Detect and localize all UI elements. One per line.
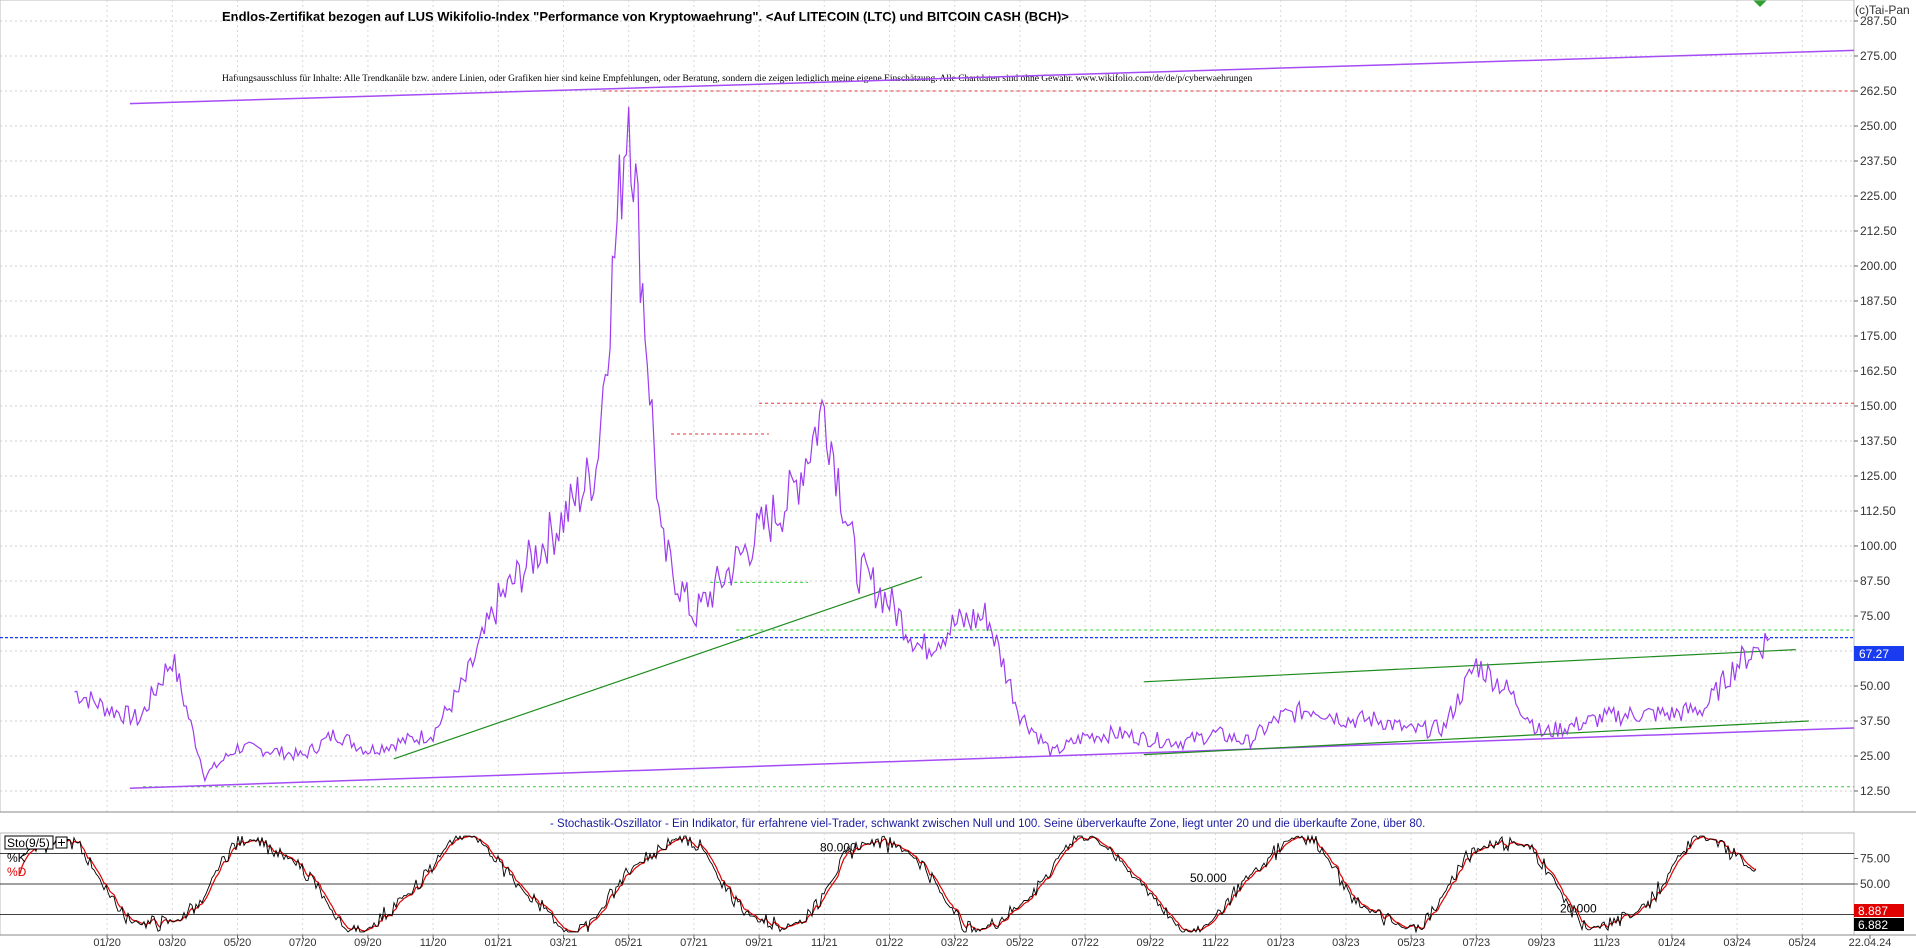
trend-lines — [0, 49, 1855, 789]
legend-d-label: %D — [7, 865, 27, 879]
x-tick-label: 01/22 — [876, 937, 904, 948]
x-tick-label: 11/22 — [1202, 937, 1229, 948]
stochastic-series — [19, 834, 1757, 934]
price-y-tick-label: 287.50 — [1860, 14, 1897, 28]
price-y-axis: 287.50 275.00 262.50 250.00 237.50 225.00 212.… — [1854, 14, 1897, 798]
price-y-tick-label: 37.50 — [1860, 714, 1890, 728]
x-tick-label: 22.04.24 — [1849, 937, 1892, 948]
x-tick-label: 03/21 — [550, 937, 578, 948]
stoch-level-label: 80.000 — [820, 840, 857, 854]
price-y-tick-label: 87.50 — [1860, 574, 1890, 588]
x-tick-label: 05/20 — [224, 937, 252, 948]
x-tick-label: 01/23 — [1267, 937, 1295, 948]
price-y-tick-label: 12.50 — [1860, 784, 1890, 798]
price-y-tick-label: 125.00 — [1860, 469, 1897, 483]
x-tick-label: 03/24 — [1723, 937, 1751, 948]
price-y-tick-label: 262.50 — [1860, 84, 1897, 98]
uptrend-line — [393, 576, 923, 760]
price-grid — [0, 0, 1854, 812]
stoch-level-label: 50.000 — [1190, 871, 1227, 885]
x-tick-label: 09/23 — [1528, 937, 1556, 948]
last-k-box — [1854, 918, 1904, 931]
marker-icon — [1753, 0, 1767, 7]
price-y-tick-label: 225.00 — [1860, 189, 1897, 203]
disclaimer-text: Haftungsausschluss für Inhalte: Alle Tre… — [222, 73, 1253, 84]
upper-channel-line — [129, 49, 1855, 105]
x-tick-label: 03/22 — [941, 937, 969, 948]
legend-box-label: Sto(9/5) — [7, 836, 50, 850]
lower-channel-line — [129, 727, 1855, 789]
x-tick-label: 05/21 — [615, 937, 643, 948]
x-tick-label: 01/20 — [93, 937, 121, 948]
legend-box — [4, 835, 54, 850]
last-price-value: 67.27 — [1859, 647, 1889, 661]
x-axis: 01/20 03/20 05/20 07/20 09/20 11/20 01/21 03/21… — [93, 935, 1891, 948]
copyright-label: (c)Tai-Pan — [1855, 3, 1910, 17]
channel-bottom-line — [1143, 720, 1809, 756]
x-tick-label: 05/23 — [1397, 937, 1425, 948]
x-tick-label: 09/20 — [354, 937, 382, 948]
x-tick-label: 09/21 — [745, 937, 773, 948]
stoch-y-tick-label: 50.00 — [1860, 877, 1890, 891]
x-tick-label: 07/20 — [289, 937, 317, 948]
channel-top-line — [1143, 649, 1796, 683]
price-y-tick-label: 275.00 — [1860, 49, 1897, 63]
x-tick-label: 11/21 — [811, 937, 838, 948]
price-y-tick-label: 150.00 — [1860, 399, 1897, 413]
price-y-tick-label: 75.00 — [1860, 609, 1890, 623]
price-y-tick-label: 162.50 — [1860, 364, 1897, 378]
price-series — [74, 106, 1771, 783]
stochastic-legend: Sto(9/5) %K %D — [4, 835, 68, 879]
x-tick-label: 07/22 — [1071, 937, 1099, 948]
chart-title: Endlos-Zertifikat bezogen auf LUS Wikifo… — [222, 9, 1069, 24]
x-tick-label: 09/22 — [1137, 937, 1165, 948]
price-y-tick-label: 25.00 — [1860, 749, 1890, 763]
price-y-tick-label: 237.50 — [1860, 154, 1897, 168]
price-y-tick-label: 50.00 — [1860, 679, 1890, 693]
last-price-label: 67.27 — [1854, 646, 1904, 661]
price-y-tick-label: 200.00 — [1860, 259, 1897, 273]
stochastic-caption: - Stochastik-Oszillator - Ein Indikator,… — [550, 818, 1425, 830]
x-tick-label: 05/22 — [1006, 937, 1034, 948]
price-y-tick-label: 175.00 — [1860, 329, 1897, 343]
last-price-box — [1854, 646, 1904, 661]
x-tick-label: 11/20 — [420, 937, 447, 948]
x-tick-label: 07/23 — [1463, 937, 1491, 948]
x-tick-label: 05/24 — [1789, 937, 1817, 948]
legend-k-label: %K — [7, 851, 26, 865]
price-line — [74, 106, 1771, 783]
stoch-k-line — [19, 834, 1757, 934]
x-tick-label: 01/21 — [485, 937, 513, 948]
x-tick-label: 01/24 — [1658, 937, 1686, 948]
stochastic-last-values: 8.887 6.882 — [1854, 904, 1904, 932]
price-y-tick-label: 212.50 — [1860, 224, 1897, 238]
last-k-value: 6.882 — [1858, 918, 1888, 932]
last-d-value: 8.887 — [1858, 904, 1888, 918]
stoch-y-tick-label: 75.00 — [1860, 852, 1890, 866]
price-y-tick-label: 137.50 — [1860, 434, 1897, 448]
price-y-tick-label: 187.50 — [1860, 294, 1897, 308]
x-tick-label: 03/20 — [159, 937, 187, 948]
x-tick-label: 11/23 — [1593, 937, 1620, 948]
price-y-tick-label: 112.50 — [1860, 504, 1896, 518]
x-tick-label: 03/23 — [1332, 937, 1360, 948]
x-tick-label: 07/21 — [680, 937, 708, 948]
price-y-tick-label: 100.00 — [1860, 539, 1897, 553]
price-y-tick-label: 250.00 — [1860, 119, 1897, 133]
last-d-box — [1854, 904, 1904, 917]
price-panel: 287.50 275.00 262.50 250.00 237.50 225.00 212.… — [0, 0, 1904, 813]
